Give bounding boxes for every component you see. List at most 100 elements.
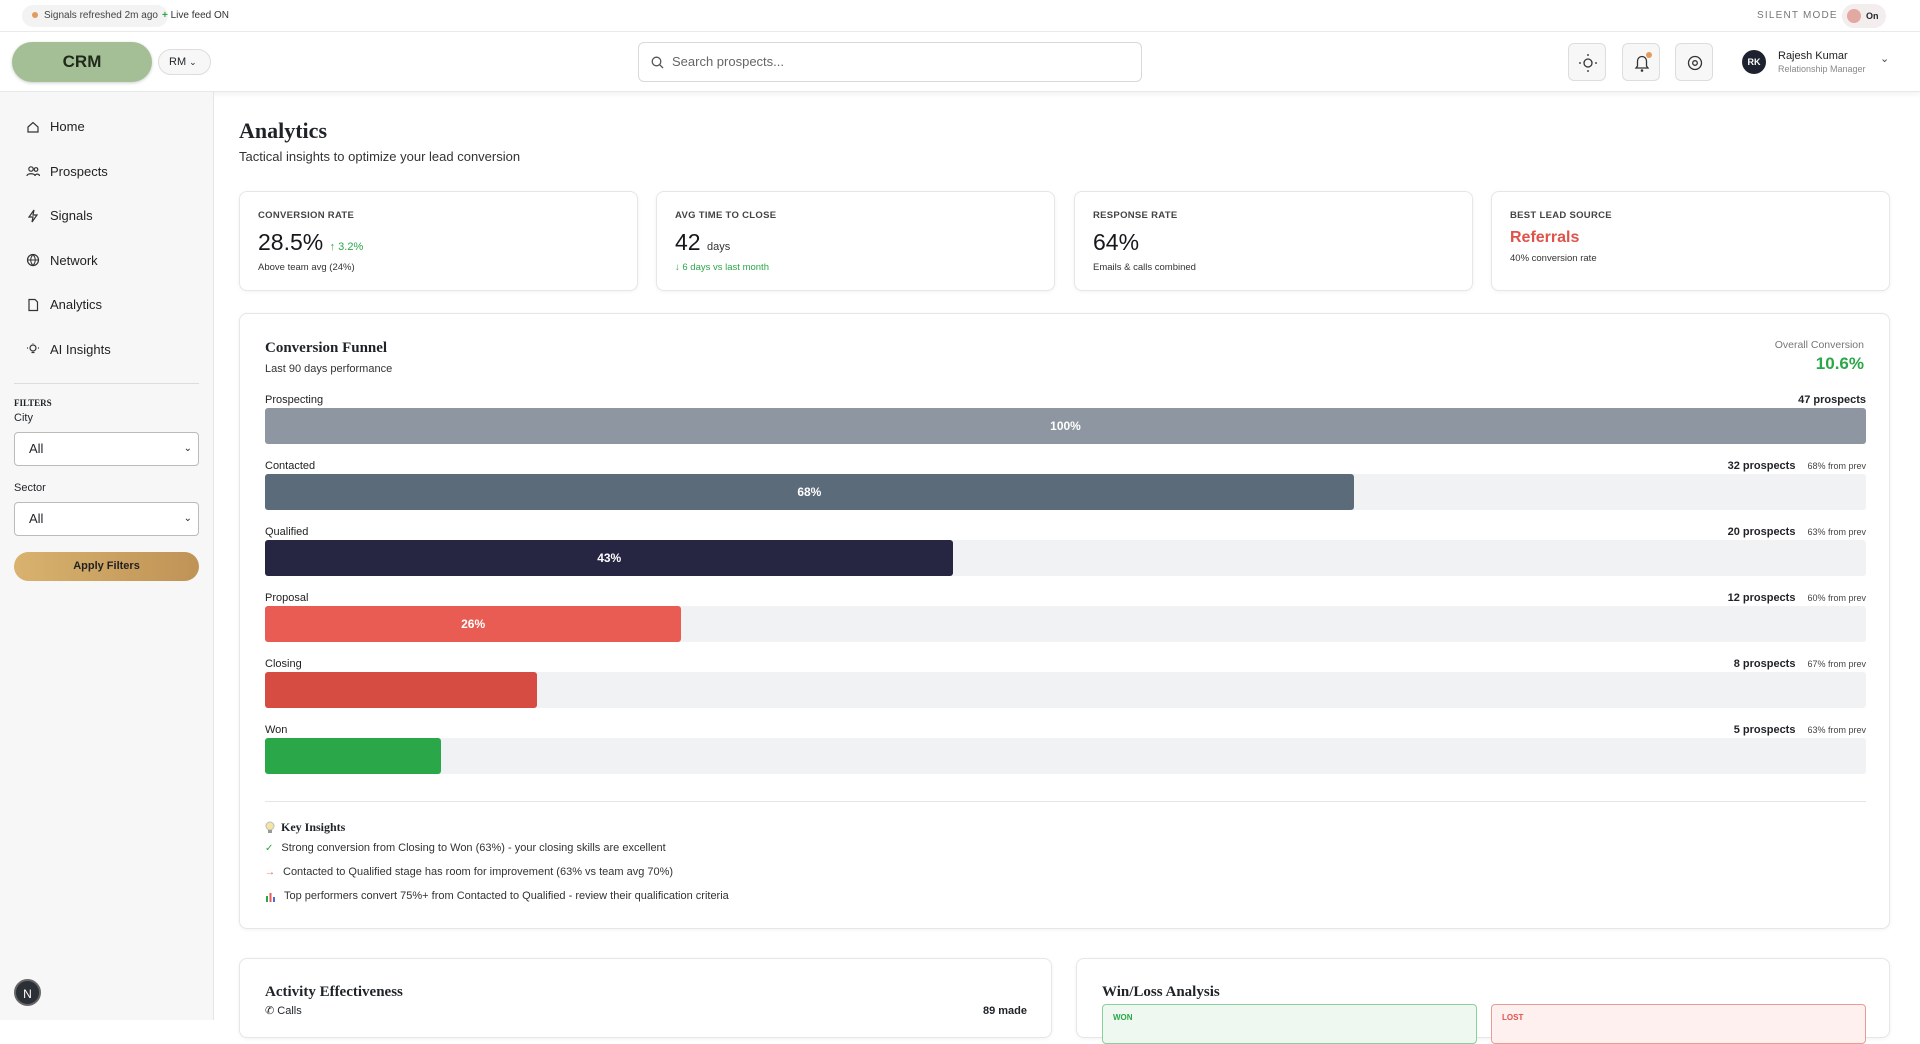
- nav-icon: [28, 298, 39, 311]
- overall-value: 10.6%: [1815, 354, 1864, 373]
- bar-track: 68%: [265, 474, 1866, 510]
- nav-icon: [27, 121, 39, 133]
- nav-item[interactable]: AI Insights: [26, 342, 111, 357]
- status-bar: Signals refreshed 2m ago + Live feed ON …: [0, 0, 1920, 32]
- insight: Top performers convert 75%+ from Contact…: [265, 884, 729, 908]
- bar-track: [265, 672, 1866, 708]
- role-switch[interactable]: RM ⌄: [158, 49, 211, 75]
- stage-count: 12 prospects: [1727, 592, 1796, 604]
- city-label: City: [14, 412, 33, 424]
- overall-label: Overall Conversion: [1774, 339, 1864, 351]
- kpi-note: 40% conversion rate: [1510, 253, 1597, 264]
- win-loss-card: Win/Loss Analysis WON LOST: [1076, 958, 1890, 1044]
- nav-label: Network: [50, 252, 98, 268]
- bar-track: [265, 738, 1866, 774]
- insight-text: Contacted to Qualified stage has room fo…: [283, 866, 674, 878]
- insight: ✓ Strong conversion from Closing to Won (…: [265, 842, 666, 854]
- nav-icon: [27, 343, 39, 354]
- dev-badge[interactable]: N: [14, 979, 41, 1006]
- stage-meta: 8 prospects 67% from prev: [1734, 658, 1866, 670]
- funnel-title: Conversion Funnel: [265, 340, 388, 356]
- stage-name: Contacted: [265, 460, 316, 472]
- funnel-bar: 100%: [265, 408, 1866, 444]
- funnel-bar: 26%: [265, 606, 682, 642]
- stage-name: Won: [265, 724, 288, 736]
- lost-panel: LOST: [1491, 1004, 1866, 1044]
- won-panel: WON: [1102, 1004, 1477, 1044]
- stage-meta: 5 prospects 63% from prev: [1734, 724, 1866, 736]
- city-value: All: [29, 441, 44, 456]
- nav-item[interactable]: Network: [26, 253, 98, 268]
- kpi-unit: days: [706, 241, 731, 253]
- insights-heading: Key Insights: [265, 820, 345, 835]
- settings-button[interactable]: [1675, 43, 1713, 81]
- nav-label: Analytics: [50, 297, 103, 312]
- funnel-bar: [265, 672, 538, 708]
- bar-label: 68%: [797, 485, 822, 499]
- bell-icon: [1634, 52, 1652, 72]
- sector-value: All: [29, 511, 44, 526]
- silent-toggle[interactable]: On: [1842, 4, 1886, 28]
- kpi-card: BEST LEAD SOURCE Referrals 40% conversio…: [1491, 191, 1890, 291]
- bar-track: 100%: [265, 408, 1866, 444]
- live-feed: + Live feed ON: [162, 10, 229, 21]
- nav-label: Home: [50, 119, 85, 134]
- apply-filters-button[interactable]: Apply Filters: [14, 552, 199, 581]
- stage-count: 32 prospects: [1727, 460, 1796, 472]
- insight: → Contacted to Qualified stage has room f…: [265, 866, 674, 878]
- nav-item[interactable]: Prospects: [26, 164, 108, 179]
- status-text: Signals refreshed 2m ago: [44, 10, 158, 21]
- bar-label: 43%: [597, 551, 622, 565]
- stage-from-prev: 68% from prev: [1807, 461, 1866, 471]
- stage-from-prev: 60% from prev: [1807, 593, 1866, 603]
- stage-count: 8 prospects: [1733, 658, 1796, 670]
- kpi-note: Emails & calls combined: [1093, 262, 1196, 273]
- sector-select[interactable]: All ⌄: [14, 502, 199, 536]
- stage-name: Prospecting: [265, 394, 324, 406]
- nav-item[interactable]: Home: [26, 119, 85, 134]
- nav-item[interactable]: Analytics: [26, 297, 102, 312]
- kpi-label: AVG TIME TO CLOSE: [675, 210, 777, 221]
- stage-meta: 20 prospects 63% from prev: [1728, 526, 1866, 538]
- user-name: Rajesh Kumar: [1778, 50, 1848, 62]
- search-box[interactable]: Search prospects...: [638, 42, 1142, 82]
- win-loss-title: Win/Loss Analysis: [1102, 984, 1220, 1000]
- kpi-value: 64%: [1093, 229, 1140, 255]
- nav-icon: [26, 166, 40, 177]
- stage-count: 47 prospects: [1798, 394, 1866, 406]
- funnel-bar: [265, 738, 442, 774]
- live-text: Live feed ON: [170, 10, 229, 21]
- stage-from-prev: 63% from prev: [1807, 527, 1866, 537]
- kpi-note: ↓ 6 days vs last month: [675, 262, 769, 273]
- kpi-card: CONVERSION RATE 28.5% ↑ 3.2% Above team …: [239, 191, 638, 291]
- city-select[interactable]: All ⌄: [14, 432, 199, 466]
- nav-item[interactable]: Signals: [26, 208, 93, 223]
- insights-title: Key Insights: [281, 820, 346, 834]
- chart-icon: [266, 892, 275, 902]
- logo[interactable]: CRM: [12, 42, 152, 82]
- search-placeholder: Search prospects...: [672, 54, 784, 69]
- bulb-icon: [265, 821, 275, 833]
- stage-name: Closing: [265, 658, 302, 670]
- theme-button[interactable]: [1568, 43, 1606, 81]
- bar-track: 43%: [265, 540, 1866, 576]
- avatar[interactable]: RK: [1742, 50, 1766, 74]
- funnel-bar: 68%: [265, 474, 1354, 510]
- bar-label: 26%: [461, 617, 486, 631]
- stage-count: 20 prospects: [1727, 526, 1796, 538]
- stage-meta: 47 prospects: [1798, 394, 1866, 406]
- activity-title: Activity Effectiveness: [265, 984, 403, 1000]
- activity-row-value: 89 made: [982, 1005, 1027, 1017]
- silent-mode-label: SILENT MODE: [1757, 10, 1838, 21]
- user-menu-caret[interactable]: ⌄: [1880, 53, 1890, 65]
- page-title: Analytics: [239, 118, 327, 143]
- sidebar: Home Prospects Signals Network Analytics AI I…: [0, 92, 214, 1020]
- stage-from-prev: 63% from prev: [1807, 725, 1866, 735]
- toggle-text: On: [1866, 11, 1879, 21]
- kpi-label: BEST LEAD SOURCE: [1510, 210, 1612, 221]
- bar-label: 100%: [1050, 419, 1081, 433]
- refresh-status: Signals refreshed 2m ago: [22, 5, 168, 27]
- stage-name: Qualified: [265, 526, 309, 538]
- notifications-button[interactable]: [1622, 43, 1660, 81]
- kpi-card: AVG TIME TO CLOSE 42 days ↓ 6 days vs la…: [656, 191, 1055, 291]
